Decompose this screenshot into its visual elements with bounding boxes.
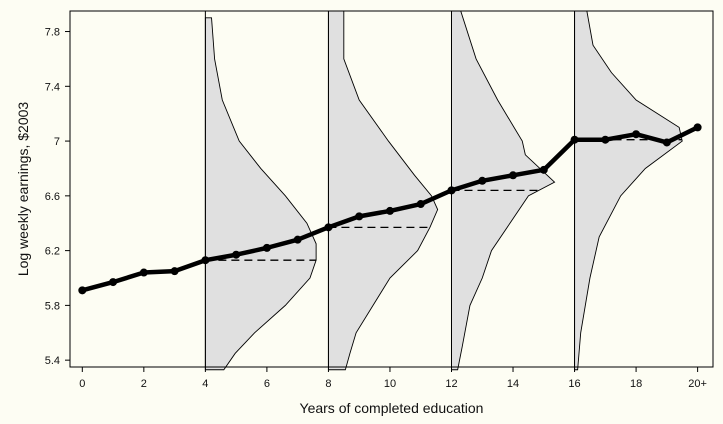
data-point-2 xyxy=(139,268,148,277)
x-axis-ticks: 0 2 4 6 8 10 12 14 16 18 20+ xyxy=(79,367,707,390)
data-point-5 xyxy=(232,250,241,259)
x-tick-label: 0 xyxy=(79,378,85,390)
x-tick-label: 16 xyxy=(568,378,580,390)
x-tick-label: 12 xyxy=(445,378,457,390)
y-axis-ticks: 5.4 5.8 6.2 6.6 7 7.4 7.8 xyxy=(45,27,70,367)
earnings-distribution-4 xyxy=(204,17,317,371)
data-point-0 xyxy=(78,286,87,295)
y-tick-label: 7.8 xyxy=(45,27,60,39)
earnings-distribution-8 xyxy=(327,10,439,371)
earnings-distribution-16 xyxy=(574,10,683,371)
data-point-9 xyxy=(355,212,364,221)
series-point-layer xyxy=(78,123,702,295)
data-point-12 xyxy=(447,186,456,195)
plot-frame xyxy=(69,10,714,368)
x-tick-label: 14 xyxy=(507,378,519,390)
data-point-17 xyxy=(601,135,610,144)
y-tick-label: 6.6 xyxy=(45,191,60,203)
data-point-8 xyxy=(324,223,333,232)
y-tick-label: 7 xyxy=(54,136,60,148)
data-point-7 xyxy=(293,235,302,244)
data-point-4 xyxy=(201,256,210,265)
data-point-13 xyxy=(478,176,487,185)
data-point-10 xyxy=(385,206,394,215)
y-tick-label: 6.2 xyxy=(45,246,60,258)
data-point-6 xyxy=(262,243,271,252)
x-tick-label: 10 xyxy=(384,378,396,390)
data-point-1 xyxy=(109,278,118,287)
y-tick-label: 5.8 xyxy=(45,300,60,312)
data-point-18 xyxy=(632,130,641,139)
x-axis-label: Years of completed education xyxy=(300,400,484,416)
data-point-3 xyxy=(170,267,179,276)
data-point-14 xyxy=(509,171,518,180)
earnings-distribution-12 xyxy=(451,10,556,371)
x-tick-label: 6 xyxy=(264,378,270,390)
x-tick-label: 2 xyxy=(141,378,147,390)
x-tick-label: 18 xyxy=(630,378,642,390)
x-tick-label: 4 xyxy=(202,378,208,390)
y-tick-label: 7.4 xyxy=(45,81,60,93)
data-point-15 xyxy=(539,165,548,174)
distribution-layer xyxy=(204,10,683,371)
y-tick-label: 5.4 xyxy=(45,355,60,367)
x-tick-label: 20+ xyxy=(688,378,707,390)
data-point-11 xyxy=(416,200,425,209)
data-point-19 xyxy=(662,138,671,147)
data-point-16 xyxy=(570,135,579,144)
data-point-20 xyxy=(693,123,702,132)
x-tick-label: 8 xyxy=(325,378,331,390)
y-axis-label: Log weekly earnings, $2003 xyxy=(15,102,31,277)
